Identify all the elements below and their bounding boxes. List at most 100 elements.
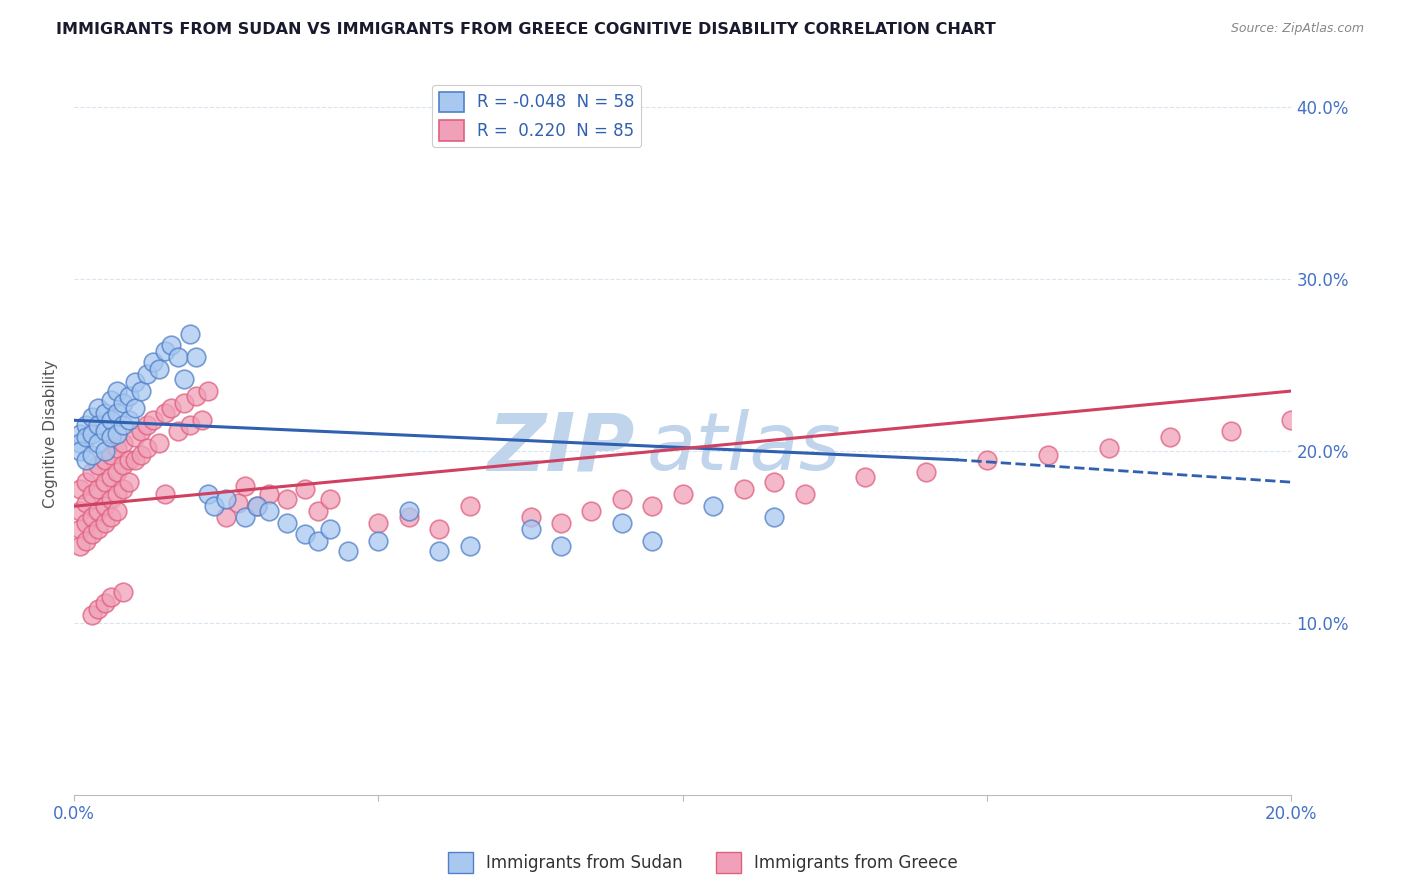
Point xyxy=(87,504,110,518)
Point xyxy=(184,389,207,403)
Point xyxy=(100,430,122,444)
Point xyxy=(100,448,122,462)
Point xyxy=(105,384,128,398)
Point xyxy=(69,435,91,450)
Point xyxy=(215,509,238,524)
Point xyxy=(427,522,450,536)
Point xyxy=(129,448,152,462)
Point xyxy=(276,516,298,531)
Point xyxy=(111,418,134,433)
Point xyxy=(75,533,97,548)
Point xyxy=(233,478,256,492)
Point xyxy=(197,384,219,398)
Point xyxy=(82,526,104,541)
Point xyxy=(184,350,207,364)
Point xyxy=(641,533,664,548)
Y-axis label: Cognitive Disability: Cognitive Disability xyxy=(44,360,58,508)
Point xyxy=(111,396,134,410)
Point xyxy=(519,522,541,536)
Point xyxy=(853,470,876,484)
Point xyxy=(75,516,97,531)
Legend: R = -0.048  N = 58, R =  0.220  N = 85: R = -0.048 N = 58, R = 0.220 N = 85 xyxy=(432,85,641,147)
Point xyxy=(1098,441,1121,455)
Point xyxy=(155,344,177,359)
Point xyxy=(105,465,128,479)
Point xyxy=(111,458,134,472)
Point xyxy=(179,327,201,342)
Point xyxy=(160,337,183,351)
Point xyxy=(75,430,97,444)
Point xyxy=(367,516,389,531)
Point xyxy=(111,482,134,496)
Point xyxy=(148,361,170,376)
Point xyxy=(1036,448,1059,462)
Point xyxy=(519,509,541,524)
Point xyxy=(82,409,104,424)
Point xyxy=(111,435,134,450)
Point xyxy=(69,539,91,553)
Point xyxy=(93,444,115,458)
Point xyxy=(319,522,342,536)
Point xyxy=(105,427,128,442)
Point xyxy=(160,401,183,416)
Point xyxy=(215,492,238,507)
Point xyxy=(1159,430,1181,444)
Point xyxy=(69,522,91,536)
Text: ZIP: ZIP xyxy=(486,409,634,487)
Point xyxy=(179,418,201,433)
Point xyxy=(124,401,146,416)
Point xyxy=(75,418,97,433)
Point xyxy=(191,413,214,427)
Point xyxy=(93,406,115,420)
Point xyxy=(87,401,110,416)
Point xyxy=(458,539,481,553)
Point xyxy=(257,487,280,501)
Point xyxy=(550,539,572,553)
Text: atlas: atlas xyxy=(647,409,841,487)
Point xyxy=(915,465,938,479)
Point xyxy=(75,475,97,490)
Point xyxy=(702,500,724,514)
Point xyxy=(610,492,633,507)
Point xyxy=(228,496,250,510)
Point xyxy=(367,533,389,548)
Point xyxy=(100,392,122,407)
Point xyxy=(87,482,110,496)
Point xyxy=(142,413,165,427)
Point xyxy=(672,487,695,501)
Point xyxy=(93,516,115,531)
Point xyxy=(69,444,91,458)
Point xyxy=(124,376,146,390)
Point xyxy=(100,492,122,507)
Point xyxy=(75,496,97,510)
Point xyxy=(427,544,450,558)
Point xyxy=(307,504,329,518)
Point xyxy=(233,509,256,524)
Point xyxy=(100,470,122,484)
Point xyxy=(550,516,572,531)
Point xyxy=(87,418,110,433)
Point xyxy=(763,475,786,490)
Point xyxy=(173,396,195,410)
Point xyxy=(105,487,128,501)
Point xyxy=(294,526,316,541)
Point xyxy=(82,487,104,501)
Point xyxy=(1219,424,1241,438)
Point xyxy=(82,607,104,622)
Point xyxy=(124,452,146,467)
Point xyxy=(87,435,110,450)
Legend: Immigrants from Sudan, Immigrants from Greece: Immigrants from Sudan, Immigrants from G… xyxy=(441,846,965,880)
Point xyxy=(93,452,115,467)
Point xyxy=(93,475,115,490)
Point xyxy=(124,430,146,444)
Point xyxy=(276,492,298,507)
Point xyxy=(136,418,159,433)
Point xyxy=(257,504,280,518)
Point xyxy=(105,441,128,455)
Point xyxy=(93,500,115,514)
Point xyxy=(148,435,170,450)
Point xyxy=(581,504,603,518)
Point xyxy=(118,389,141,403)
Point xyxy=(93,595,115,609)
Point xyxy=(142,355,165,369)
